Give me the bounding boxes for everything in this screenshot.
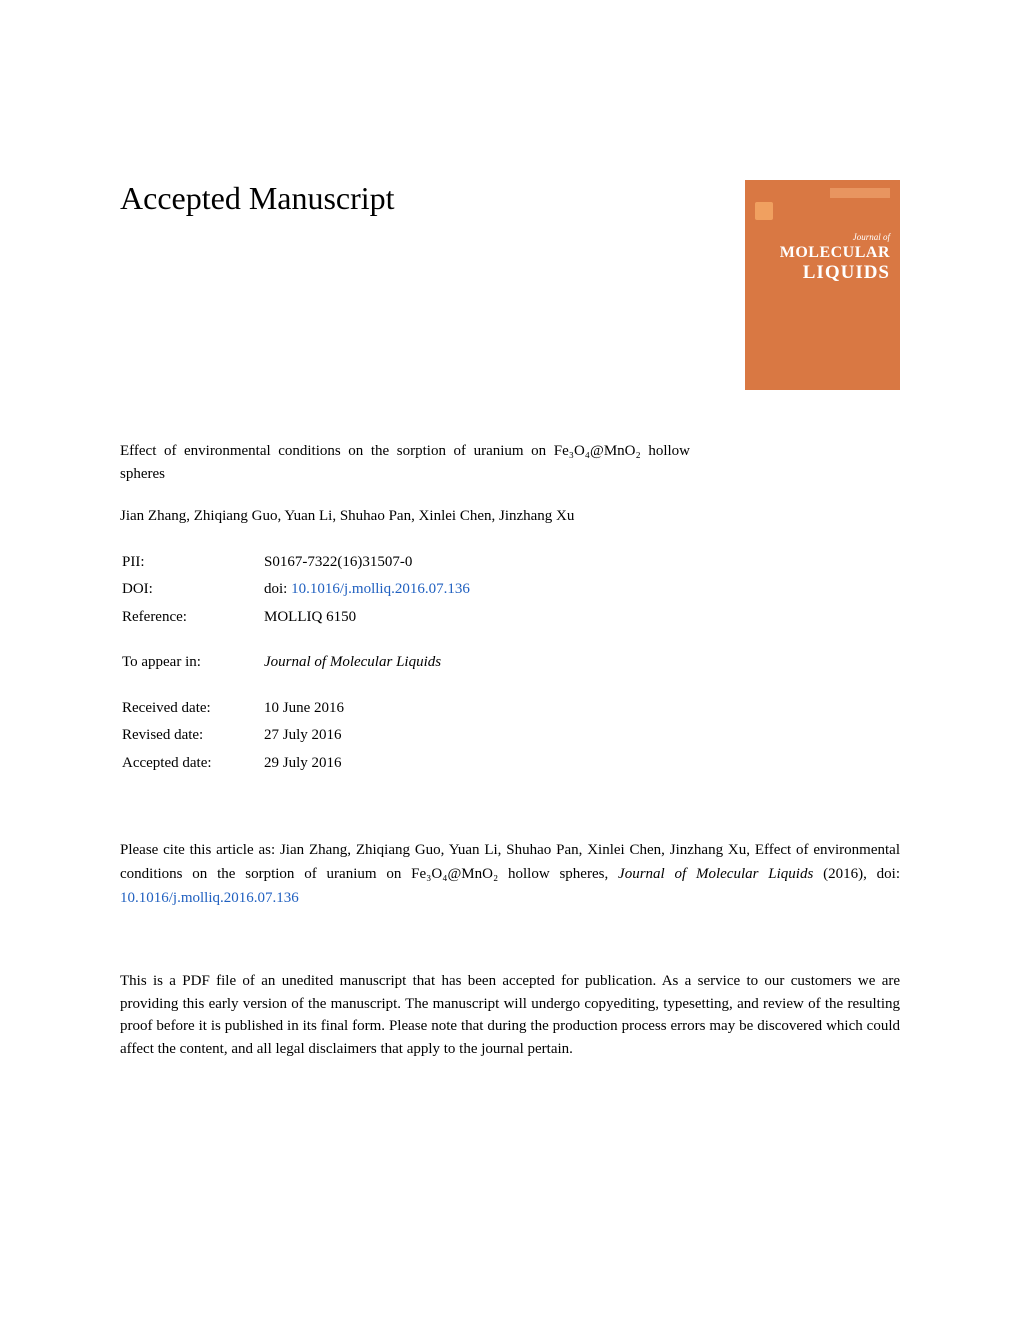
appear-value: Journal of Molecular Liquids (264, 650, 441, 676)
dates-table: Received date: 10 June 2016 Revised date… (120, 694, 346, 779)
received-value: 10 June 2016 (264, 696, 344, 722)
accepted-value: 29 July 2016 (264, 751, 344, 777)
meta-row-pii: PII: S0167-7322(16)31507-0 (122, 550, 470, 576)
accepted-label: Accepted date: (122, 751, 262, 777)
author-list: Jian Zhang, Zhiqiang Guo, Yuan Li, Shuha… (120, 505, 690, 528)
meta-row-appear: To appear in: Journal of Molecular Liqui… (122, 650, 441, 676)
header-row: Accepted Manuscript Journal of MOLECULAR… (120, 180, 900, 390)
disclaimer-text: This is a PDF file of an unedited manusc… (120, 970, 900, 1060)
cover-title-line-1: MOLECULAR (755, 244, 890, 262)
meta-row-accepted: Accepted date: 29 July 2016 (122, 751, 344, 777)
revised-value: 27 July 2016 (264, 723, 344, 749)
reference-value: MOLLIQ 6150 (264, 605, 470, 631)
pii-label: PII: (122, 550, 262, 576)
received-label: Received date: (122, 696, 262, 722)
doi-prefix: doi: (264, 581, 291, 597)
journal-cover: Journal of MOLECULAR LIQUIDS (745, 180, 900, 390)
revised-label: Revised date: (122, 723, 262, 749)
citation-doi-link[interactable]: 10.1016/j.molliq.2016.07.136 (120, 890, 299, 906)
appear-label: To appear in: (122, 650, 262, 676)
citation-block: Please cite this article as: Jian Zhang,… (120, 838, 900, 910)
article-title: Effect of environmental conditions on th… (120, 440, 690, 485)
reference-label: Reference: (122, 605, 262, 631)
cover-title-line-2: LIQUIDS (755, 262, 890, 284)
meta-row-reference: Reference: MOLLIQ 6150 (122, 605, 470, 631)
appear-table: To appear in: Journal of Molecular Liqui… (120, 648, 443, 678)
doi-label: DOI: (122, 577, 262, 603)
doi-link[interactable]: 10.1016/j.molliq.2016.07.136 (291, 581, 470, 597)
citation-year: (2016), doi: (813, 866, 900, 882)
citation-journal: Journal of Molecular Liquids (618, 866, 813, 882)
metadata-table: PII: S0167-7322(16)31507-0 DOI: doi: 10.… (120, 548, 472, 633)
cover-accent-bar (830, 188, 890, 198)
page-title: Accepted Manuscript (120, 180, 395, 217)
pii-value: S0167-7322(16)31507-0 (264, 550, 470, 576)
manuscript-page: Accepted Manuscript Journal of MOLECULAR… (0, 0, 1020, 1120)
publisher-logo-icon (755, 202, 773, 220)
doi-value: doi: 10.1016/j.molliq.2016.07.136 (264, 577, 470, 603)
meta-row-revised: Revised date: 27 July 2016 (122, 723, 344, 749)
meta-row-doi: DOI: doi: 10.1016/j.molliq.2016.07.136 (122, 577, 470, 603)
meta-row-received: Received date: 10 June 2016 (122, 696, 344, 722)
cover-label: Journal of (755, 232, 890, 242)
